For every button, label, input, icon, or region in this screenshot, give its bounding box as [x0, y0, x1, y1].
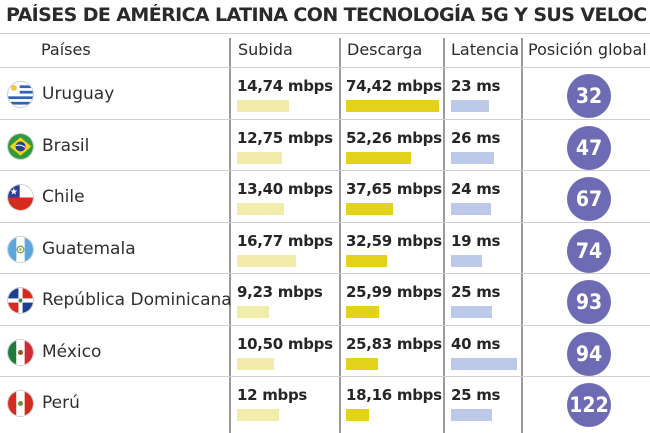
flag-chile-icon: [7, 184, 34, 211]
flag-peru-icon: [7, 390, 34, 417]
flag-brazil-icon: [7, 132, 34, 160]
chart-title-text: PAÍSES DE AMÉRICA LATINA CON TECNOLOGÍA …: [6, 4, 646, 26]
row-divider: [0, 376, 650, 377]
latency-value: 19 ms: [451, 231, 501, 250]
latency-bar: [451, 306, 492, 318]
latency-bar: [451, 100, 489, 112]
upload-bar: [237, 100, 289, 112]
row-divider: [0, 67, 650, 68]
download-value: 32,59 mbps: [346, 231, 442, 250]
upload-value: 9,23 mbps: [237, 283, 323, 301]
rank-badge: 94: [567, 331, 611, 376]
row-divider: [0, 221, 650, 223]
latency-value: 25 ms: [451, 283, 501, 301]
flag-dominican-republic-icon: [7, 287, 34, 314]
flag-uruguay-icon: [7, 81, 34, 108]
latency-value: 24 ms: [451, 180, 501, 198]
row-divider: [0, 118, 650, 120]
flag-guatemala-icon: [7, 235, 34, 263]
rank-badge: 93: [567, 280, 611, 324]
upload-value: 12 mbps: [237, 386, 308, 404]
upload-bar: [237, 151, 282, 164]
country-name: Perú: [42, 393, 80, 413]
latency-value: 26 ms: [451, 128, 501, 147]
column-divider: [443, 38, 445, 433]
rank-badge: 32: [567, 74, 611, 118]
download-bar: [346, 100, 439, 112]
download-value: 37,65 mbps: [346, 180, 442, 198]
upload-bar: [237, 203, 284, 215]
row-divider: [0, 170, 650, 171]
upload-value: 12,75 mbps: [237, 128, 333, 147]
upload-value: 13,40 mbps: [237, 180, 333, 198]
download-value: 25,99 mbps: [346, 283, 442, 301]
country-name: Chile: [42, 187, 85, 207]
download-bar: [346, 151, 411, 164]
column-divider: [339, 38, 341, 433]
country-name: Guatemala: [42, 238, 136, 259]
chart-title-main: PAÍSES DE AMÉRICA LATINA CON TECNOLOGÍA …: [6, 4, 646, 26]
header-latencia: Latencia: [451, 40, 520, 59]
country-name: República Dominicana: [42, 290, 232, 310]
download-bar: [346, 357, 378, 370]
upload-bar: [237, 357, 274, 370]
upload-bar: [237, 254, 296, 267]
rank-badge: 67: [567, 177, 611, 221]
upload-value: 16,77 mbps: [237, 231, 333, 250]
latency-bar: [451, 409, 492, 421]
rank-badge: 47: [567, 125, 611, 170]
download-bar: [346, 409, 369, 421]
rank-badge: 122: [567, 383, 611, 427]
column-divider: [229, 38, 231, 433]
latency-value: 25 ms: [451, 386, 501, 404]
flag-mexico-icon: [7, 338, 34, 366]
latency-bar: [451, 151, 494, 164]
latency-value: 23 ms: [451, 77, 501, 95]
header-descarga: Descarga: [347, 40, 423, 59]
column-divider: [521, 38, 523, 433]
header-posicion-global: Posición global: [528, 40, 647, 59]
download-value: 25,83 mbps: [346, 334, 442, 353]
latency-value: 40 ms: [451, 334, 501, 353]
row-divider: [0, 273, 650, 274]
upload-value: 10,50 mbps: [237, 334, 333, 353]
upload-bar: [237, 409, 279, 421]
country-name: Brasil: [42, 135, 90, 156]
title-divider: [0, 33, 650, 34]
download-value: 18,16 mbps: [346, 386, 442, 404]
latency-bar: [451, 254, 482, 267]
latency-bar: [451, 357, 517, 370]
download-bar: [346, 203, 393, 215]
country-name: México: [42, 341, 102, 362]
chart-title: PAÍSES DE AMÉRICA LATINA CON TECNOLOGÍA …: [6, 4, 646, 32]
download-bar: [346, 306, 379, 318]
download-bar: [346, 254, 387, 267]
upload-value: 14,74 mbps: [237, 77, 333, 95]
download-value: 52,26 mbps: [346, 128, 442, 147]
download-value: 74,42 mbps: [346, 77, 442, 95]
header-subida: Subida: [238, 40, 293, 59]
upload-bar: [237, 306, 269, 318]
header-paises: Países: [41, 40, 91, 59]
latency-bar: [451, 203, 491, 215]
rank-badge: 74: [567, 228, 611, 273]
country-name: Uruguay: [42, 84, 115, 104]
row-divider: [0, 324, 650, 326]
